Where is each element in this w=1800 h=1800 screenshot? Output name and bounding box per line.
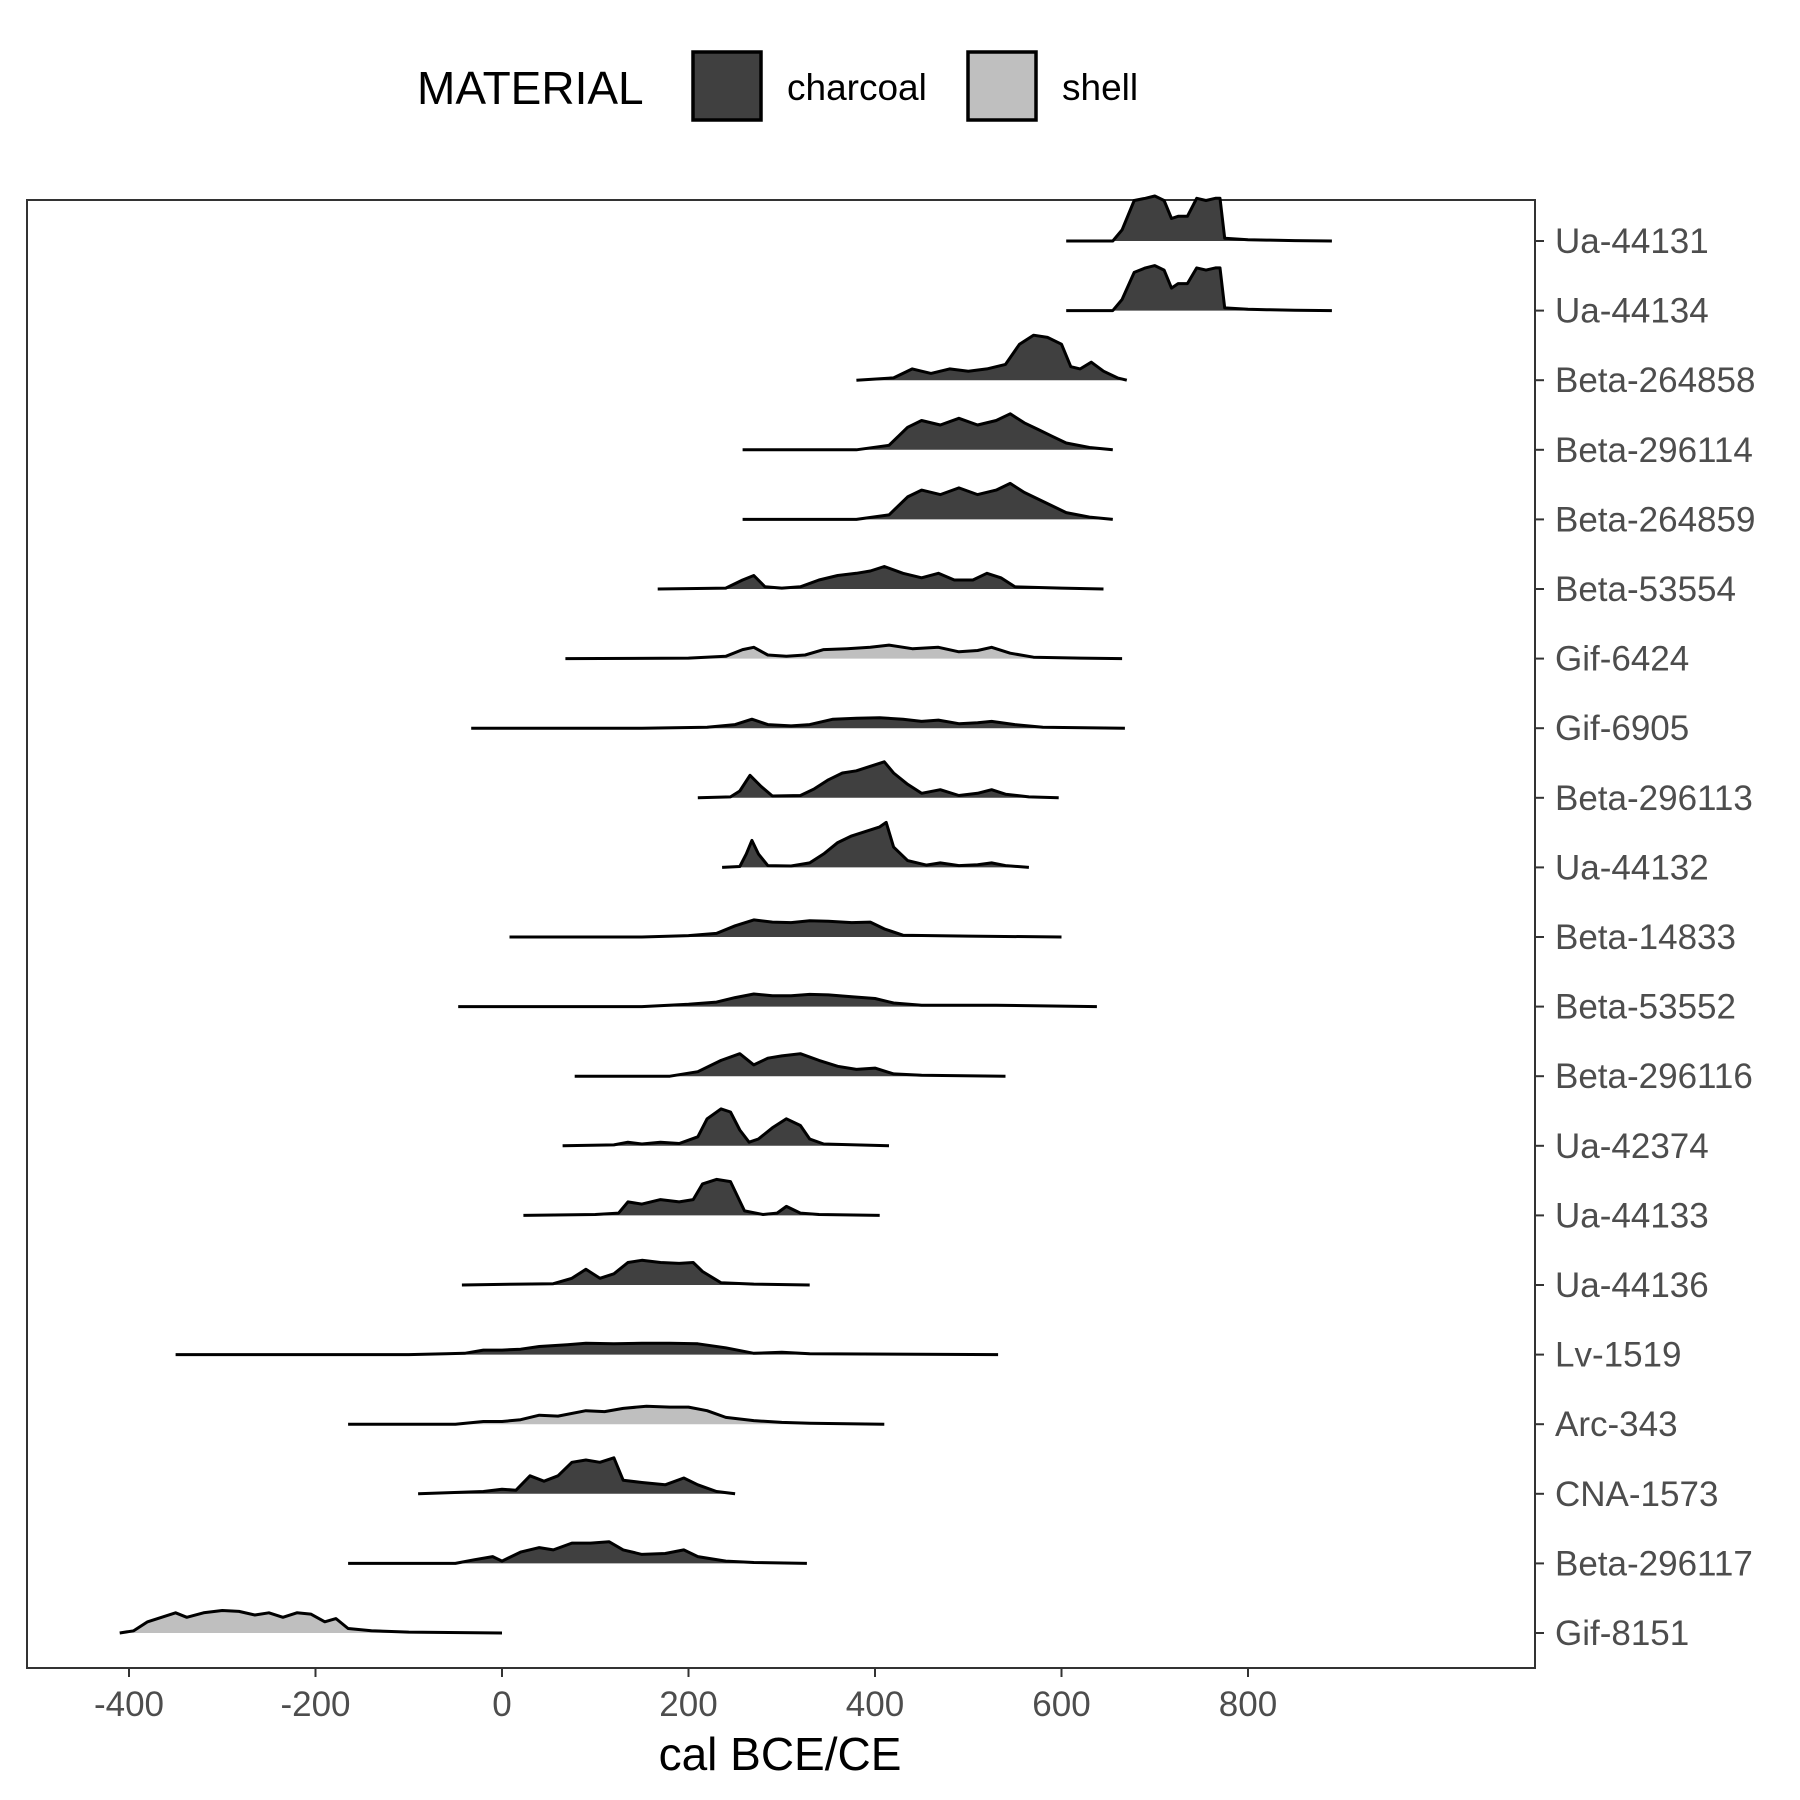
ridge-line-beta-296113 xyxy=(697,760,1059,800)
ridge-fill-ua-44134 xyxy=(1066,265,1332,311)
ridge-fill-cna-1573 xyxy=(418,1457,736,1494)
x-tick-label: 200 xyxy=(659,1685,717,1724)
ridge-line-cna-1573 xyxy=(418,1456,736,1496)
ridge-fill-beta-14833 xyxy=(509,919,1062,937)
y-tick-label: Ua-44133 xyxy=(1555,1196,1709,1235)
ridge-line-arc-343 xyxy=(348,1404,885,1426)
ridge-fill-beta-264858 xyxy=(856,335,1127,381)
ridge-fill-beta-296117 xyxy=(348,1541,807,1564)
x-tick-label: -400 xyxy=(94,1685,164,1724)
ridge-fill-beta-296114 xyxy=(742,413,1113,450)
plot-panel xyxy=(26,199,1536,1669)
y-axis: Ua-44131 Ua-44134 Beta-264858 Beta-296114 Be… xyxy=(1535,222,1755,1653)
x-tick-label: 600 xyxy=(1032,1685,1090,1724)
ridges xyxy=(119,194,1332,1635)
x-tick-label: -200 xyxy=(280,1685,350,1724)
legend-label-shell: shell xyxy=(1062,67,1138,108)
ridge-line-ua-44136 xyxy=(461,1258,810,1287)
ridge-line-ua-44131 xyxy=(1066,194,1332,243)
legend: MATERIAL charcoal shell xyxy=(417,50,1138,122)
ridge-line-beta-296116 xyxy=(574,1052,1006,1078)
ridge-fill-arc-343 xyxy=(348,1406,885,1425)
y-tick-label: Beta-296113 xyxy=(1555,779,1753,818)
ridge-line-beta-14833 xyxy=(509,918,1062,939)
y-tick-label: Gif-8151 xyxy=(1555,1614,1689,1653)
ridge-line-beta-264858 xyxy=(856,333,1128,382)
x-tick-label: 0 xyxy=(492,1685,511,1724)
ridge-line-ua-44134 xyxy=(1066,264,1332,313)
legend-key-shell xyxy=(966,50,1038,122)
y-tick-label: Beta-296116 xyxy=(1555,1057,1753,1096)
y-tick-label: Beta-296117 xyxy=(1555,1544,1753,1583)
ridge-fill-gif-8151 xyxy=(119,1610,502,1633)
y-tick-label: Ua-44131 xyxy=(1555,222,1709,261)
y-tick-label: Beta-14833 xyxy=(1555,918,1736,957)
ridge-line-ua-44132 xyxy=(722,820,1030,869)
y-tick-label: Gif-6905 xyxy=(1555,709,1689,748)
ridge-fill-beta-53554 xyxy=(657,566,1104,589)
x-tick-label: 800 xyxy=(1219,1685,1277,1724)
ridge-fill-ua-44132 xyxy=(722,822,1029,868)
y-tick-label: Arc-343 xyxy=(1555,1405,1678,1444)
ridge-line-ua-44133 xyxy=(523,1177,880,1217)
ridge-line-beta-296114 xyxy=(742,412,1113,452)
y-tick-label: Beta-296114 xyxy=(1555,431,1753,470)
ridge-line-ua-42374 xyxy=(562,1107,890,1148)
ridge-fill-beta-264859 xyxy=(742,483,1113,520)
y-tick-label: Ua-44134 xyxy=(1555,292,1709,331)
ridge-fill-beta-53552 xyxy=(458,994,1097,1007)
ridge-fill-beta-296116 xyxy=(574,1053,1006,1077)
ridge-line-gif-6905 xyxy=(471,716,1125,730)
ridge-fill-ua-44131 xyxy=(1066,196,1332,241)
x-axis: -400 -200 0 200 400 600 800 xyxy=(94,1668,1277,1724)
ridge-line-beta-264859 xyxy=(742,481,1113,521)
y-tick-label: Beta-53552 xyxy=(1555,988,1736,1027)
y-tick-label: Beta-264859 xyxy=(1555,500,1755,539)
ridge-fill-ua-44136 xyxy=(461,1260,810,1285)
ridge-fill-ua-44133 xyxy=(523,1179,880,1216)
x-tick-label: 400 xyxy=(846,1685,904,1724)
legend-label-charcoal: charcoal xyxy=(787,67,927,108)
ridge-fill-ua-42374 xyxy=(562,1108,889,1146)
y-tick-label: CNA-1573 xyxy=(1555,1475,1718,1514)
ridge-line-beta-296117 xyxy=(348,1540,807,1565)
ridge-fill-gif-6905 xyxy=(471,717,1125,729)
ridge-fill-beta-296113 xyxy=(697,761,1059,798)
ridge-fill-lv-1519 xyxy=(175,1343,999,1355)
ridge-line-beta-53552 xyxy=(458,992,1097,1009)
ridge-line-lv-1519 xyxy=(175,1341,999,1357)
y-tick-label: Ua-42374 xyxy=(1555,1127,1709,1166)
ridge-line-beta-53554 xyxy=(657,565,1104,591)
y-tick-label: Ua-44136 xyxy=(1555,1266,1709,1305)
legend-title: MATERIAL xyxy=(417,62,644,114)
ridge-fill-gif-6424 xyxy=(565,645,1123,659)
y-tick-label: Beta-53554 xyxy=(1555,570,1736,609)
legend-key-charcoal xyxy=(691,50,763,122)
ridge-line-gif-8151 xyxy=(119,1609,503,1635)
ridge-line-gif-6424 xyxy=(565,643,1123,661)
y-tick-label: Ua-44132 xyxy=(1555,848,1709,887)
y-tick-label: Lv-1519 xyxy=(1555,1336,1681,1375)
x-axis-title: cal BCE/CE xyxy=(659,1728,902,1780)
y-tick-label: Beta-264858 xyxy=(1555,361,1755,400)
y-tick-label: Gif-6424 xyxy=(1555,640,1689,679)
